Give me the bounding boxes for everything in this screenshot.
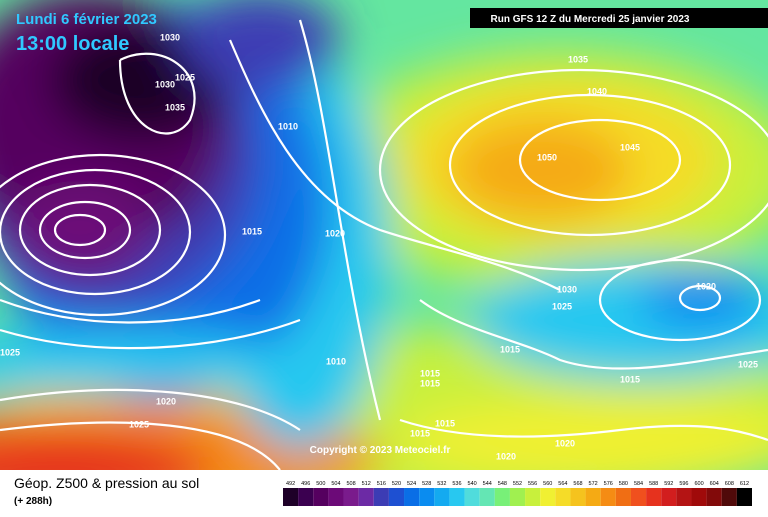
legend-swatch — [736, 488, 752, 506]
legend-swatch — [706, 488, 722, 506]
legend-swatch — [661, 488, 677, 506]
legend-swatch — [343, 488, 359, 506]
legend-swatch — [404, 488, 420, 506]
legend-swatch — [646, 488, 662, 506]
legend-label: 524 — [407, 481, 416, 487]
legend-label: 504 — [331, 481, 340, 487]
legend-swatch — [570, 488, 586, 506]
isobar-label: 1020 — [156, 396, 176, 406]
map-date: Lundi 6 février 2023 — [16, 11, 157, 28]
isobar-label: 1040 — [587, 86, 607, 96]
isobar-label: 1015 — [420, 378, 440, 388]
legend-swatch — [494, 488, 510, 506]
legend-label: 548 — [498, 481, 507, 487]
map-time: 13:00 locale — [16, 33, 129, 55]
legend-label: 612 — [740, 481, 749, 487]
legend-label: 516 — [377, 481, 386, 487]
legend-swatch — [555, 488, 571, 506]
isobar-label: 1020 — [325, 228, 345, 238]
legend-label: 540 — [468, 481, 477, 487]
legend-label: 556 — [528, 481, 537, 487]
legend-swatch — [525, 488, 541, 506]
legend-swatch — [388, 488, 405, 506]
isobar-label: 1010 — [278, 121, 298, 131]
isobar-label: 1030 — [155, 79, 175, 89]
legend-label: 572 — [589, 481, 598, 487]
legend-swatch — [676, 488, 692, 506]
legend-label: 508 — [346, 481, 355, 487]
legend-swatch — [449, 488, 465, 506]
legend-swatch — [464, 488, 480, 506]
legend-label: 552 — [513, 481, 522, 487]
legend-label: 500 — [316, 481, 325, 487]
legend-label: 580 — [619, 481, 628, 487]
isobar-label: 1025 — [129, 419, 149, 429]
isobar-label: 1030 — [160, 32, 180, 42]
legend-label: 576 — [604, 481, 613, 487]
legend-label: 568 — [573, 481, 582, 487]
legend-swatch — [585, 488, 601, 506]
legend-swatch — [328, 488, 344, 506]
isobar-label: 1020 — [496, 451, 516, 461]
isobar-label: 1015 — [410, 428, 430, 438]
isobar-label: 1010 — [326, 356, 346, 366]
isobar-label: 1030 — [557, 284, 577, 294]
legend-swatch — [615, 488, 631, 506]
legend-label: 496 — [301, 481, 310, 487]
legend-swatch — [373, 488, 389, 506]
legend-label: 560 — [543, 481, 552, 487]
legend-label: 564 — [558, 481, 567, 487]
legend-swatch — [313, 488, 329, 506]
legend-label: 520 — [392, 481, 401, 487]
caption-title: Géop. Z500 & pression au sol — [14, 475, 199, 491]
isobar-label: 1015 — [500, 344, 520, 354]
legend-label: 600 — [694, 481, 703, 487]
run-box — [470, 8, 768, 28]
legend-swatch — [540, 488, 556, 506]
legend-swatch — [479, 488, 495, 506]
isobar-label: 1025 — [175, 72, 195, 82]
legend-swatch — [630, 488, 647, 506]
legend-swatch — [691, 488, 707, 506]
legend-label: 544 — [483, 481, 492, 487]
isobar-label: 1020 — [555, 438, 575, 448]
legend-label: 608 — [725, 481, 734, 487]
isobar-label: 1015 — [420, 368, 440, 378]
legend-label: 528 — [422, 481, 431, 487]
legend-swatch — [298, 488, 314, 506]
legend-label: 588 — [649, 481, 658, 487]
legend-label: 536 — [452, 481, 461, 487]
legend-label: 584 — [634, 481, 643, 487]
legend-swatch — [509, 488, 526, 506]
isobar-label: 1020 — [696, 281, 716, 291]
legend-label: 512 — [362, 481, 371, 487]
legend-swatch — [283, 488, 299, 506]
legend-swatch — [600, 488, 616, 506]
legend-label: 604 — [710, 481, 719, 487]
legend-swatch — [434, 488, 450, 506]
isobar-label: 1035 — [568, 54, 588, 64]
isobar-label: 1050 — [537, 152, 557, 162]
legend-label: 492 — [286, 481, 295, 487]
isobar-label: 1035 — [165, 102, 185, 112]
isobar-label: 1015 — [435, 418, 455, 428]
isobar-label: 1025 — [552, 301, 572, 311]
legend-label: 596 — [679, 481, 688, 487]
caption-lead: (+ 288h) — [14, 496, 52, 507]
legend-swatch — [721, 488, 737, 506]
isobar-label: 1015 — [242, 226, 262, 236]
run-info: Run GFS 12 Z du Mercredi 25 janvier 2023 — [491, 14, 690, 25]
legend-label: 592 — [664, 481, 673, 487]
isobar-label: 1025 — [738, 359, 758, 369]
isobar-label: 1045 — [620, 142, 640, 152]
copyright: Copyright © 2023 Meteociel.fr — [310, 445, 451, 456]
isobar-label: 1015 — [620, 374, 640, 384]
legend-swatch — [358, 488, 374, 506]
isobar-label: 1025 — [0, 347, 20, 357]
legend-label: 532 — [437, 481, 446, 487]
legend-swatch — [419, 488, 435, 506]
